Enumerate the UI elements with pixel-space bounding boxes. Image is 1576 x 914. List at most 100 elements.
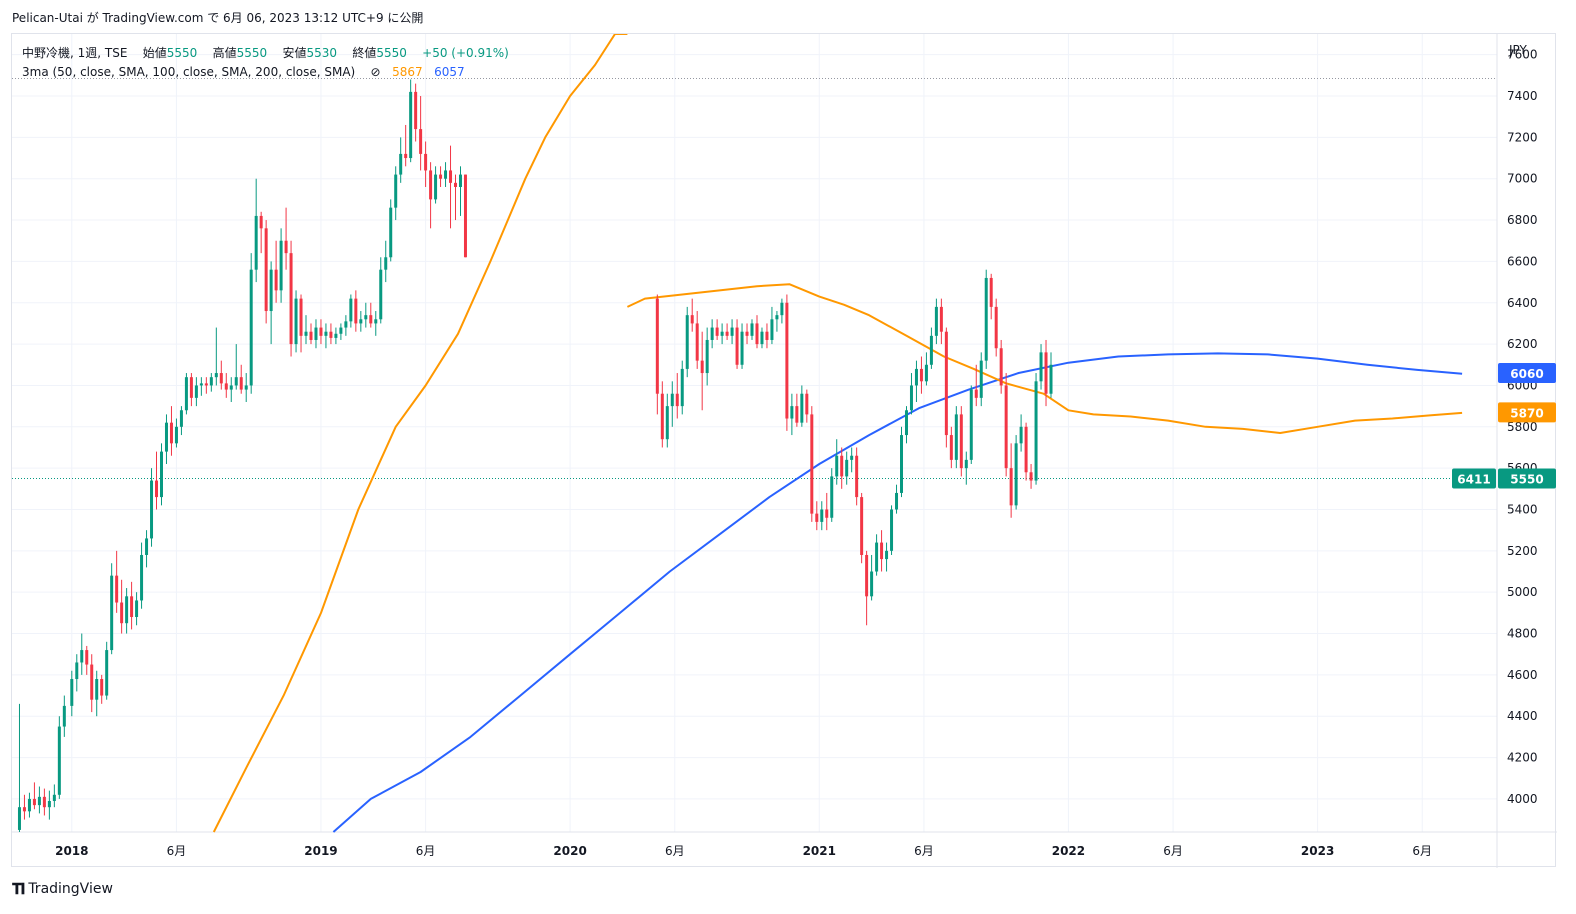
candle-body[interactable] [735, 327, 739, 365]
candle-body[interactable] [384, 257, 388, 270]
candle-body[interactable] [815, 513, 819, 522]
candle-body[interactable] [264, 228, 268, 312]
candle-body[interactable] [429, 170, 433, 200]
candle-body[interactable] [954, 414, 958, 460]
candle-body[interactable] [52, 794, 56, 801]
candle-body[interactable] [164, 422, 168, 452]
candle-body[interactable] [324, 331, 328, 336]
candle-body[interactable] [70, 679, 74, 706]
candle-body[interactable] [685, 315, 689, 369]
candle-body[interactable] [850, 455, 854, 460]
candle-body[interactable] [224, 383, 228, 390]
chart-frame[interactable]: 4000 4200 4400 4600 4800 5000 5200 5400 5600 5800… [11, 33, 1557, 868]
candle-body[interactable] [334, 333, 338, 338]
candle-body[interactable] [17, 807, 21, 830]
candle-body[interactable] [974, 389, 978, 398]
candle-body[interactable] [434, 174, 438, 200]
candle-body[interactable] [740, 331, 744, 365]
candle-body[interactable] [204, 383, 208, 386]
candle-body[interactable] [875, 542, 879, 572]
candle-body[interactable] [690, 315, 694, 324]
candle-body[interactable] [62, 705, 66, 727]
candle-body[interactable] [369, 315, 373, 324]
candle-body[interactable] [110, 575, 114, 651]
candle-body[interactable] [825, 509, 829, 518]
candle-body[interactable] [80, 650, 84, 663]
candle-body[interactable] [135, 600, 139, 617]
currency-label[interactable]: JPY [1508, 43, 1528, 57]
candle-body[interactable] [900, 435, 904, 493]
candle-body[interactable] [924, 364, 928, 382]
candle-body[interactable] [120, 602, 124, 624]
candle-body[interactable] [710, 327, 714, 340]
candle-body[interactable] [795, 406, 799, 423]
candle-body[interactable] [765, 331, 769, 340]
candle-body[interactable] [115, 575, 119, 603]
candle-body[interactable] [254, 215, 258, 270]
candle-body[interactable] [895, 492, 899, 510]
candle-body[interactable] [189, 377, 193, 398]
candle-body[interactable] [339, 327, 343, 334]
symbol-title[interactable]: 中野冷機, 1週, TSE [22, 46, 128, 60]
tradingview-logo[interactable]: 𝐓𝐈 TradingView [12, 880, 113, 898]
candle-body[interactable] [805, 393, 809, 415]
candle-body[interactable] [929, 335, 933, 365]
candle-body[interactable] [150, 480, 154, 539]
candle-body[interactable] [944, 331, 948, 436]
candle-body[interactable] [379, 269, 383, 320]
candle-body[interactable] [845, 459, 849, 477]
candle-body[interactable] [409, 91, 413, 159]
candle-body[interactable] [169, 422, 173, 444]
candle-body[interactable] [820, 509, 824, 522]
candle-body[interactable] [314, 327, 318, 340]
candle-body[interactable] [949, 435, 953, 460]
candle-body[interactable] [354, 298, 358, 324]
candle-body[interactable] [675, 393, 679, 407]
candle-body[interactable] [810, 414, 814, 514]
candle-body[interactable] [880, 542, 884, 560]
candle-body[interactable] [444, 170, 448, 179]
candle-body[interactable] [105, 650, 109, 696]
candle-body[interactable] [219, 373, 223, 384]
candle-body[interactable] [755, 323, 759, 345]
candle-body[interactable] [294, 298, 298, 345]
candle-body[interactable] [289, 253, 293, 345]
candle-body[interactable] [194, 385, 198, 398]
candle-body[interactable] [979, 360, 983, 398]
candle-body[interactable] [159, 451, 163, 498]
candle-body[interactable] [855, 455, 859, 498]
candle-body[interactable] [424, 153, 428, 171]
candle-body[interactable] [130, 596, 134, 617]
candle-body[interactable] [860, 497, 864, 555]
candle-body[interactable] [919, 368, 923, 382]
candle-body[interactable] [284, 240, 288, 254]
candle-body[interactable] [830, 476, 834, 518]
candle-body[interactable] [184, 377, 188, 411]
candle-body[interactable] [458, 174, 462, 187]
candle-body[interactable] [319, 327, 323, 336]
candle-body[interactable] [309, 331, 313, 340]
candle-body[interactable] [1044, 352, 1048, 394]
candle-body[interactable] [47, 800, 51, 808]
candle-body[interactable] [715, 327, 719, 336]
candle-body[interactable] [909, 385, 913, 411]
hidden-icon[interactable]: ⊘ [370, 65, 381, 79]
candle-body[interactable] [274, 269, 278, 291]
candle-body[interactable] [885, 550, 889, 560]
candle-body[interactable] [239, 377, 243, 390]
candle-body[interactable] [214, 373, 218, 378]
candle-body[interactable] [720, 331, 724, 336]
candle-body[interactable] [209, 377, 213, 386]
candle-body[interactable] [394, 174, 398, 208]
candle-body[interactable] [800, 393, 804, 423]
candle-body[interactable] [750, 323, 754, 336]
candle-body[interactable] [959, 414, 963, 469]
candle-body[interactable] [745, 331, 749, 336]
candle-body[interactable] [934, 306, 938, 336]
candle-body[interactable] [439, 174, 443, 179]
candle-body[interactable] [179, 410, 183, 427]
candle-body[interactable] [329, 331, 333, 338]
candle-body[interactable] [75, 662, 79, 680]
candle-body[interactable] [775, 315, 779, 320]
candle-body[interactable] [454, 182, 458, 187]
